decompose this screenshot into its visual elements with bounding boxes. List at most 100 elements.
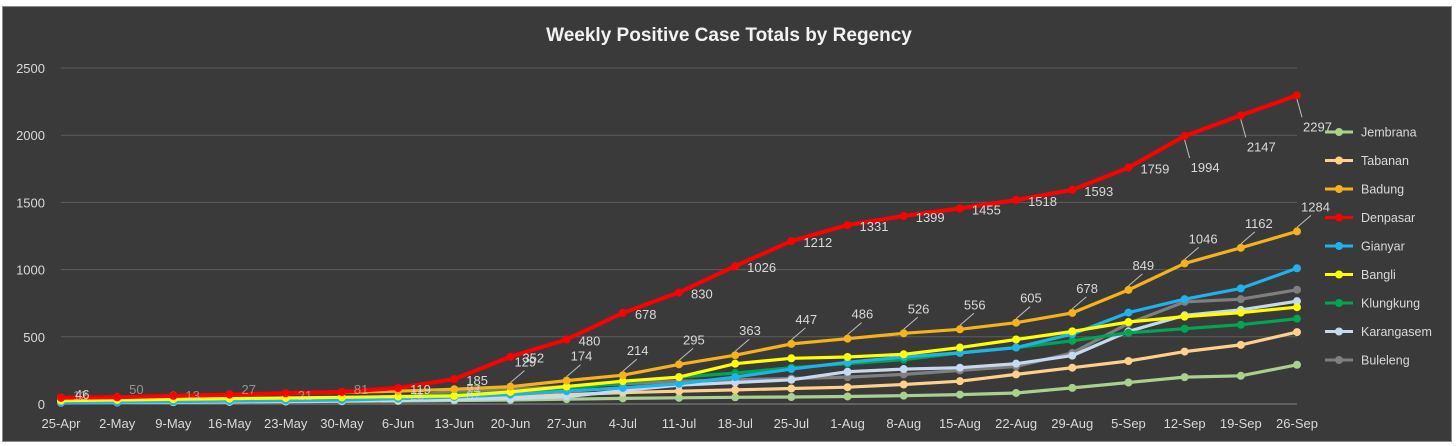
data-point-denpasar (1012, 195, 1021, 204)
data-point-denpasar (506, 352, 515, 361)
data-point-tabanan (1180, 347, 1189, 356)
data-label-denpasar: 1399 (916, 210, 945, 225)
data-point-jembrana (675, 393, 683, 402)
series-line-badung (60, 229, 1298, 400)
legend-item-klungkung[interactable]: Klungkung (1325, 297, 1420, 311)
data-point-klungkung (1124, 328, 1133, 337)
leader-line (959, 312, 975, 326)
legend-item-bangli[interactable]: Bangli (1325, 268, 1396, 282)
faint-data-label: 81 (354, 382, 368, 397)
data-point-tabanan (843, 383, 852, 392)
y-tick-label: 2500 (16, 61, 45, 76)
legend-marker-buleleng (1335, 356, 1343, 364)
legend-marker-klungkung (1335, 299, 1343, 307)
data-label-badung: 1046 (1189, 231, 1218, 246)
x-tick-label: 27-Jun (547, 416, 587, 431)
data-point-gianyar (731, 373, 740, 382)
x-tick-label: 11-Jul (662, 416, 697, 431)
data-label-badung: 849 (1132, 258, 1154, 273)
x-tick-label: 5-Sep (1111, 416, 1146, 431)
data-point-tabanan (1236, 340, 1245, 349)
data-label-denpasar: 2147 (1247, 139, 1276, 154)
x-tick-label: 18-Jul (717, 416, 753, 431)
data-point-jembrana (1012, 388, 1021, 397)
data-point-badung (506, 382, 515, 391)
legend-item-gianyar[interactable]: Gianyar (1325, 240, 1405, 254)
data-point-jembrana (899, 391, 908, 400)
legend-label-karangasem: Karangasem (1361, 325, 1432, 339)
data-point-gianyar (1124, 308, 1133, 317)
x-tick-label: 4-Jul (609, 416, 637, 431)
data-label-denpasar: 1026 (747, 260, 776, 275)
data-label-badung: 363 (739, 323, 761, 338)
x-tick-label: 13-Jun (434, 416, 474, 431)
leader-line (1071, 296, 1087, 310)
legend[interactable]: Jembrana Tabanan Badung Denpasar Gianyar Bang… (1325, 126, 1432, 368)
data-point-bangli (618, 377, 627, 386)
data-point-tabanan (787, 384, 796, 393)
data-point-bangli (1068, 327, 1077, 336)
legend-label-buleleng: Buleleng (1361, 354, 1410, 368)
data-point-denpasar (675, 288, 683, 297)
data-point-gianyar (1012, 343, 1021, 352)
data-point-bangli (787, 354, 796, 363)
data-point-denpasar (618, 308, 627, 317)
data-point-denpasar (843, 221, 852, 230)
faint-data-label: 87 (466, 388, 480, 403)
data-point-jembrana (731, 393, 740, 402)
data-point-gianyar (1293, 264, 1301, 273)
data-point-karangasem (1068, 351, 1077, 360)
x-tick-label: 25-Apr (41, 416, 81, 431)
data-point-denpasar (562, 335, 571, 344)
leader-line (734, 338, 750, 352)
leader-line (622, 358, 638, 372)
legend-item-buleleng[interactable]: Buleleng (1325, 354, 1410, 368)
series-lines (57, 91, 1301, 407)
chart-area[interactable]: 0 500 1000 1500 2000 2500 25-Apr 2-May 9-May 16-M… (2, 6, 1452, 442)
data-point-bangli (899, 350, 908, 359)
legend-item-denpasar[interactable]: Denpasar (1325, 211, 1415, 225)
data-point-jembrana (955, 390, 964, 399)
data-point-jembrana (1068, 383, 1077, 392)
data-point-karangasem (1293, 297, 1301, 306)
x-tick-label: 15-Aug (939, 416, 981, 431)
data-point-badung (843, 334, 852, 343)
legend-marker-badung (1335, 185, 1343, 193)
x-tick-label: 12-Sep (1164, 416, 1206, 431)
faint-data-label: 77 (466, 382, 480, 397)
data-point-denpasar (169, 391, 178, 400)
data-point-bangli (1012, 335, 1021, 344)
data-point-denpasar (899, 211, 908, 220)
data-point-badung (731, 351, 740, 360)
data-label-denpasar: 678 (635, 307, 657, 322)
data-label-badung: 526 (908, 301, 930, 316)
legend-item-tabanan[interactable]: Tabanan (1325, 154, 1409, 168)
leader-line (1128, 273, 1143, 287)
legend-item-jembrana[interactable]: Jembrana (1325, 126, 1417, 140)
data-point-tabanan (899, 380, 908, 389)
data-label-denpasar: 1518 (1028, 194, 1057, 209)
data-point-karangasem (1012, 359, 1021, 368)
legend-item-karangasem[interactable]: Karangasem (1325, 325, 1432, 339)
legend-label-klungkung: Klungkung (1361, 297, 1420, 311)
faint-data-label: 12 (73, 388, 87, 403)
data-label-denpasar: 2297 (1303, 119, 1332, 134)
data-point-bangli (731, 359, 740, 368)
data-point-badung (1236, 243, 1245, 252)
data-point-klungkung (1180, 324, 1189, 333)
x-tick-label: 30-May (320, 416, 364, 431)
data-point-jembrana (1293, 360, 1301, 369)
data-label-denpasar: 1331 (860, 219, 889, 234)
legend-item-badung[interactable]: Badung (1325, 183, 1404, 197)
legend-label-jembrana: Jembrana (1361, 126, 1417, 140)
data-point-bangli (1236, 308, 1245, 317)
data-point-klungkung (1293, 314, 1301, 323)
data-point-gianyar (1180, 295, 1189, 304)
data-point-denpasar (57, 393, 65, 402)
data-point-karangasem (899, 365, 908, 374)
faint-data-label: 27 (242, 382, 256, 397)
leader-line (847, 322, 862, 336)
data-point-gianyar (1236, 284, 1245, 293)
data-point-badung (1293, 227, 1301, 236)
